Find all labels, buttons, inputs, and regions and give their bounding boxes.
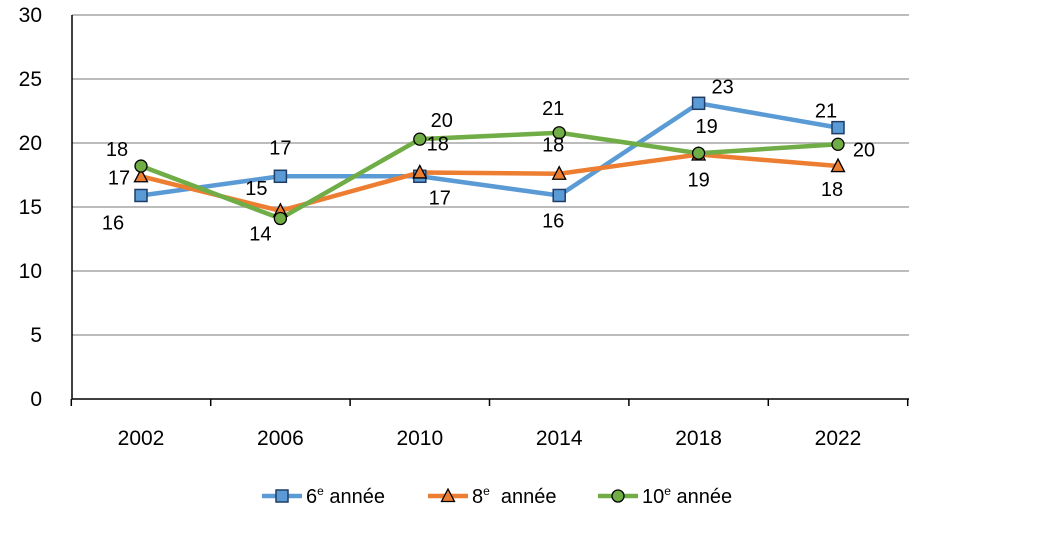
series-1-point	[134, 188, 148, 203]
data-label: 17	[429, 187, 451, 209]
data-label: 14	[249, 224, 271, 246]
y-tick-label: 0	[30, 388, 42, 411]
series-3-point	[552, 126, 566, 140]
legend-label-sup: e	[483, 484, 490, 498]
series-3-point	[134, 159, 148, 173]
legend-marker	[275, 489, 289, 503]
series-2-point	[551, 165, 567, 180]
data-label: 16	[542, 210, 564, 232]
series-1-point	[691, 96, 706, 111]
legend: 6e année 8e année 10e année	[262, 484, 732, 508]
legend-label-base: 10	[642, 486, 664, 508]
data-label: 20	[431, 110, 453, 132]
x-tick-label: 2018	[675, 427, 722, 450]
legend-label-base: 6	[306, 486, 317, 508]
gridlines	[72, 14, 909, 336]
series-line-2	[138, 152, 841, 214]
legend-item-2: 8e année	[428, 484, 557, 508]
y-tick-label: 30	[19, 4, 42, 27]
series-line-1	[138, 101, 841, 198]
legend-item-1: 6e année	[262, 484, 385, 508]
series-2-point	[133, 167, 149, 183]
data-label: 18	[427, 133, 449, 155]
x-tick-label: 2010	[396, 427, 443, 450]
legend-label-base: 8	[472, 486, 483, 508]
series-1-point	[273, 169, 288, 184]
series-2-point	[412, 164, 428, 179]
x-tick-labels: 2002 2006 2010 2014 2018 2022	[118, 427, 862, 450]
series-line-3	[138, 130, 841, 221]
series-3-point	[413, 132, 427, 146]
series-1-point	[831, 120, 845, 135]
y-tick-labels: 0 5 10 15 20 25 30	[19, 4, 42, 411]
x-tick-label: 2002	[118, 427, 165, 450]
data-label: 21	[815, 101, 837, 123]
x-tick-label: 2014	[536, 427, 583, 450]
legend-marker	[611, 489, 625, 503]
series-lines	[138, 101, 841, 221]
data-label: 18	[542, 135, 564, 157]
legend-label-sup: e	[317, 484, 324, 498]
y-tick-label: 15	[19, 196, 42, 219]
data-label: 19	[695, 116, 717, 138]
x-tick-label: 2006	[257, 427, 304, 450]
legend-label-rest: année	[671, 486, 732, 508]
legend-label-rest: année	[324, 486, 385, 508]
y-tick-label: 20	[19, 132, 42, 155]
series-markers	[133, 96, 846, 226]
y-tick-label: 25	[19, 68, 42, 91]
data-label: 18	[821, 179, 843, 201]
legend-label-rest: année	[490, 486, 557, 508]
data-label: 15	[245, 178, 267, 200]
data-label: 20	[853, 139, 875, 161]
legend-item-3: 10e année	[598, 484, 732, 508]
series-1-point	[552, 188, 566, 203]
legend-label: 8e année	[472, 484, 557, 508]
legend-label: 10e année	[642, 484, 732, 508]
data-label: 23	[711, 76, 733, 98]
series-3-point	[273, 211, 288, 226]
data-label: 21	[542, 98, 564, 120]
data-label: 17	[269, 137, 291, 159]
data-label: 16	[102, 212, 124, 234]
data-label: 19	[687, 170, 709, 192]
axes	[70, 15, 909, 406]
data-label: 18	[106, 139, 128, 161]
data-label: 17	[108, 167, 130, 189]
y-tick-label: 5	[30, 324, 42, 347]
legend-label-sup: e	[664, 484, 671, 498]
series-3-point	[831, 137, 845, 151]
series-2-point	[830, 157, 846, 173]
legend-marker	[440, 487, 456, 503]
y-tick-label: 10	[19, 260, 42, 283]
x-tick-label: 2022	[815, 427, 862, 450]
series-3-point	[691, 146, 706, 160]
legend-label: 6e année	[306, 484, 385, 508]
